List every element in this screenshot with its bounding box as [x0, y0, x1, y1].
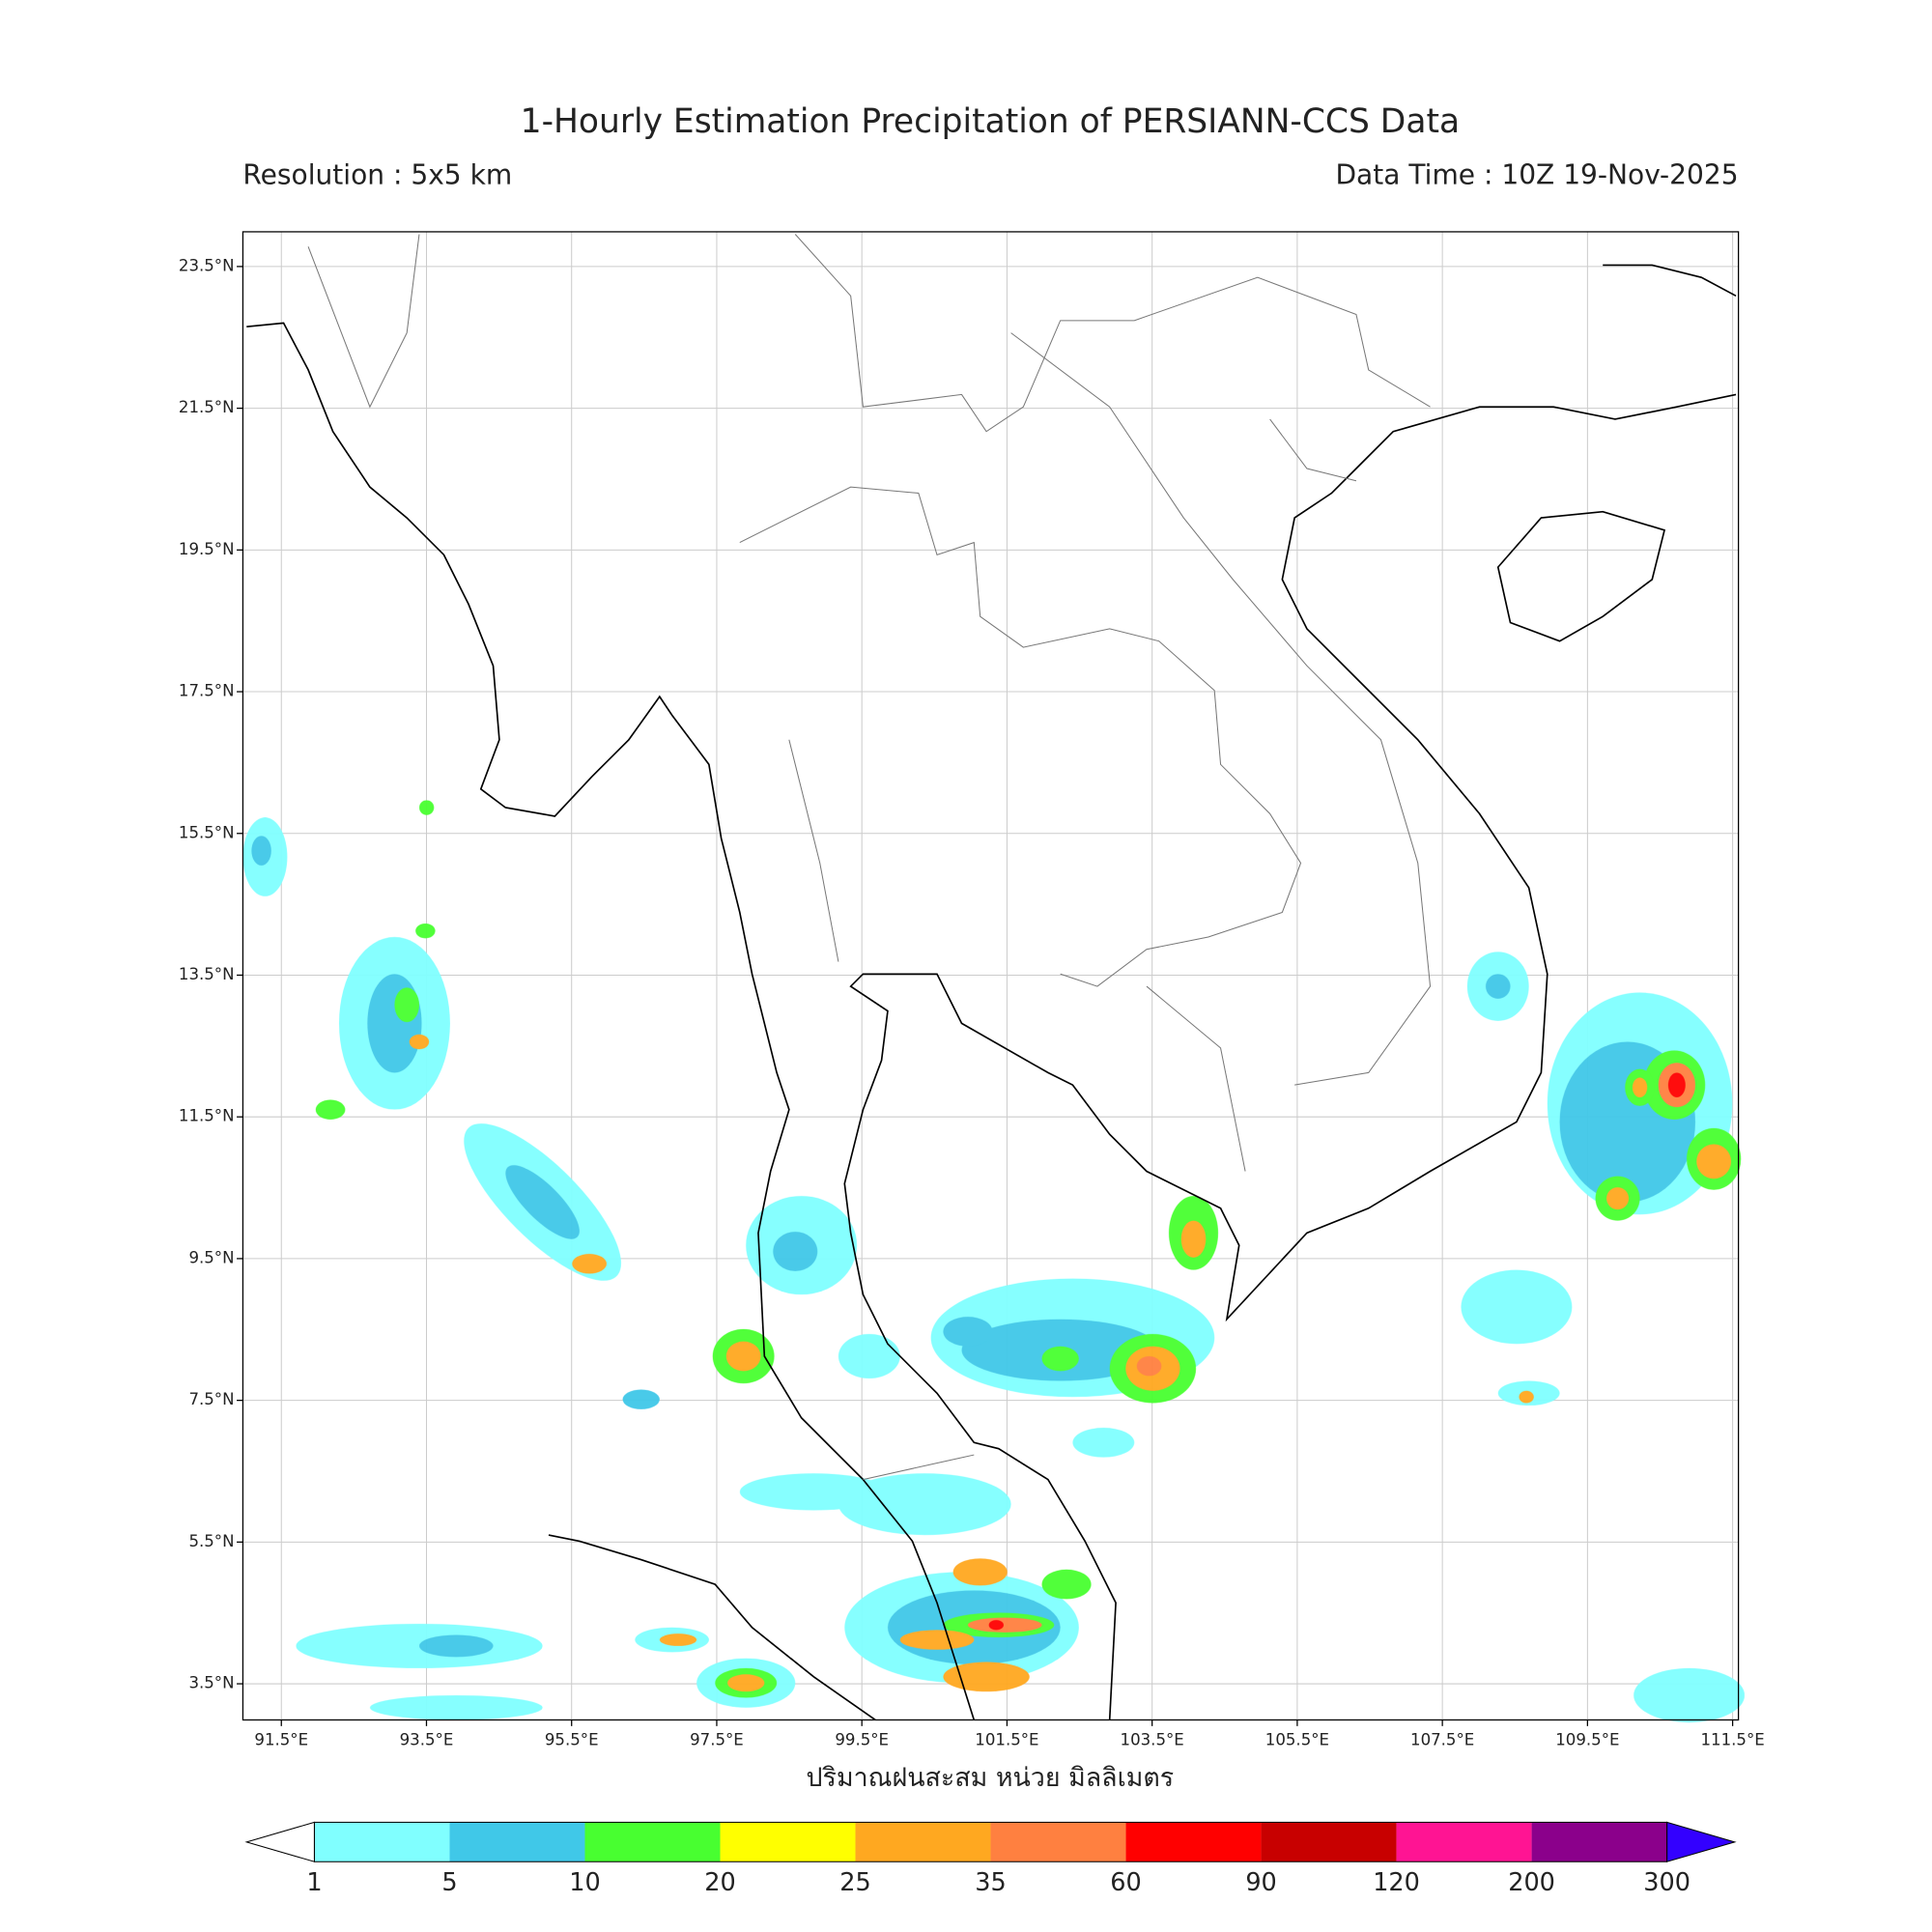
colorbar-box — [449, 1822, 585, 1862]
lat-tick-label: 5.5°N — [188, 1532, 234, 1550]
colorbar-box — [314, 1822, 450, 1862]
lat-tick-label: 13.5°N — [179, 965, 235, 983]
lon-tick-label: 107.5°E — [1410, 1731, 1474, 1749]
colorbar-label: 35 — [975, 1868, 1006, 1897]
axes: 91.5°E 93.5°E 95.5°E 97.5°E 99.5°E 101.5°E 103… — [179, 256, 1765, 1748]
lon-tick-label: 101.5°E — [975, 1731, 1038, 1749]
lon-tick-label: 97.5°E — [690, 1731, 744, 1749]
colorbar-label: 60 — [1110, 1868, 1141, 1897]
lon-tick-label: 103.5°E — [1121, 1731, 1184, 1749]
colorbar-box — [1125, 1822, 1262, 1862]
lon-tick-label: 99.5°E — [835, 1731, 889, 1749]
colorbar-label: 10 — [569, 1868, 600, 1897]
coastlines — [246, 234, 1737, 1721]
colorbar-label: 120 — [1373, 1868, 1420, 1897]
colorbar-label: 90 — [1245, 1868, 1276, 1897]
colorbar-box — [1261, 1822, 1397, 1862]
map-frame — [242, 231, 1740, 1721]
colorbar-box — [990, 1822, 1126, 1862]
grid — [242, 231, 1739, 1720]
colorbar-over — [1666, 1821, 1737, 1862]
colorbar-box — [1531, 1822, 1667, 1862]
lon-tick-label: 95.5°E — [545, 1731, 599, 1749]
lat-tick-label: 23.5°N — [179, 256, 235, 274]
title: 1-Hourly Estimation Precipitation of PER… — [521, 102, 1460, 141]
lat-tick-label: 7.5°N — [188, 1390, 234, 1408]
lat-tick-label: 21.5°N — [179, 398, 235, 416]
colorbar-label: 1 — [306, 1868, 322, 1897]
lat-tick-label: 19.5°N — [179, 540, 235, 558]
colorbar-outline — [313, 1821, 1668, 1862]
lon-tick-label: 91.5°E — [254, 1731, 308, 1749]
colorbar-label: 200 — [1508, 1868, 1555, 1897]
colorbar-box — [1396, 1822, 1532, 1862]
colorbar: 1 5 10 20 25 35 60 90 120 200 300 — [244, 1821, 1737, 1897]
data-time: Data Time : 10Z 19-Nov-2025 — [1335, 159, 1738, 191]
colorbar-box — [584, 1822, 721, 1862]
rain-field — [242, 800, 1745, 1723]
colorbar-box — [855, 1822, 991, 1862]
colorbar-label: 25 — [839, 1868, 870, 1897]
lon-tick-label: 93.5°E — [400, 1731, 454, 1749]
colorbar-box — [720, 1822, 856, 1862]
lon-tick-label: 109.5°E — [1555, 1731, 1619, 1749]
lat-tick-label: 3.5°N — [188, 1674, 234, 1692]
lon-tick-label: 105.5°E — [1265, 1731, 1329, 1749]
lon-tick-label: 111.5°E — [1700, 1731, 1764, 1749]
colorbar-label: 300 — [1643, 1868, 1690, 1897]
lat-tick-label: 17.5°N — [179, 682, 235, 700]
lat-tick-label: 11.5°N — [179, 1107, 235, 1125]
lat-tick-label: 9.5°N — [188, 1248, 234, 1266]
colorbar-label: 20 — [704, 1868, 735, 1897]
colorbar-label: 5 — [441, 1868, 457, 1897]
x-label: ปริมาณฝนสะสม หน่วย มิลลิเมตร — [807, 1763, 1175, 1793]
colorbar-under — [244, 1821, 315, 1862]
resolution: Resolution : 5x5 km — [242, 159, 512, 191]
lat-tick-label: 15.5°N — [179, 823, 235, 841]
